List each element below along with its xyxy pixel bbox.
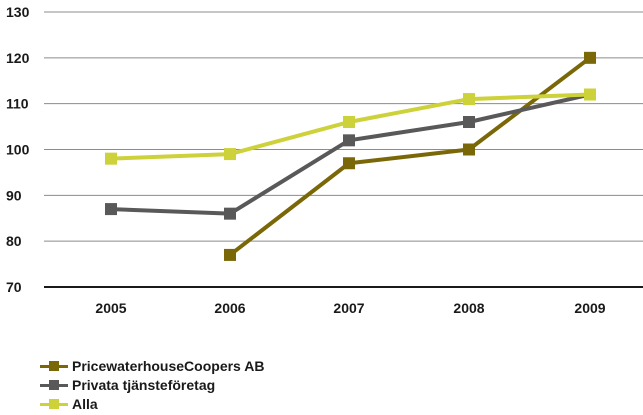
data-point [343, 134, 355, 147]
data-point [105, 152, 117, 165]
legend-label: Privata tjänsteföretag [72, 376, 216, 393]
legend-swatch [40, 379, 68, 390]
data-point [105, 203, 117, 216]
x-tick-label: 2008 [453, 300, 484, 316]
y-tick-label: 80 [6, 233, 22, 249]
data-point [463, 93, 475, 106]
y-tick-label: 70 [6, 279, 22, 295]
data-point [224, 207, 236, 220]
series-0 [224, 51, 596, 261]
y-axis-ticks: 70 80 90 100 110 120 130 [6, 4, 30, 295]
x-tick-label: 2006 [214, 300, 245, 316]
data-point [584, 51, 596, 64]
legend-item-alla: Alla [40, 394, 264, 413]
y-tick-label: 90 [6, 187, 22, 203]
y-tick-label: 110 [6, 96, 29, 112]
data-point [343, 116, 355, 128]
y-tick-label: 100 [6, 142, 30, 158]
legend-swatch [40, 360, 68, 371]
y-tick-label: 130 [6, 4, 30, 20]
legend-swatch [40, 398, 68, 409]
data-point [463, 143, 475, 156]
data-point [343, 157, 355, 170]
legend-label: Alla [72, 395, 98, 412]
series-2 [105, 88, 596, 165]
x-tick-label: 2005 [95, 300, 126, 316]
x-tick-label: 2009 [574, 300, 605, 316]
x-tick-label: 2007 [333, 300, 364, 316]
legend: PricewaterhouseCoopers AB Privata tjänst… [40, 356, 264, 413]
gridlines [44, 11, 643, 288]
series-line [228, 56, 592, 257]
data-point [463, 116, 475, 128]
series-1 [105, 88, 596, 220]
line-chart: 70 80 90 100 110 120 130 2005 2006 2007 2008 2009 [6, 4, 643, 316]
legend-label: PricewaterhouseCoopers AB [72, 357, 265, 374]
x-axis-ticks: 2005 2006 2007 2008 2009 [95, 300, 605, 316]
series-group [105, 51, 596, 261]
y-tick-label: 120 [6, 50, 30, 66]
data-point [584, 88, 596, 101]
legend-item-privata: Privata tjänsteföretag [40, 375, 264, 394]
data-point [224, 148, 236, 161]
data-point [224, 248, 236, 261]
legend-item-pwc: PricewaterhouseCoopers AB [40, 356, 264, 375]
